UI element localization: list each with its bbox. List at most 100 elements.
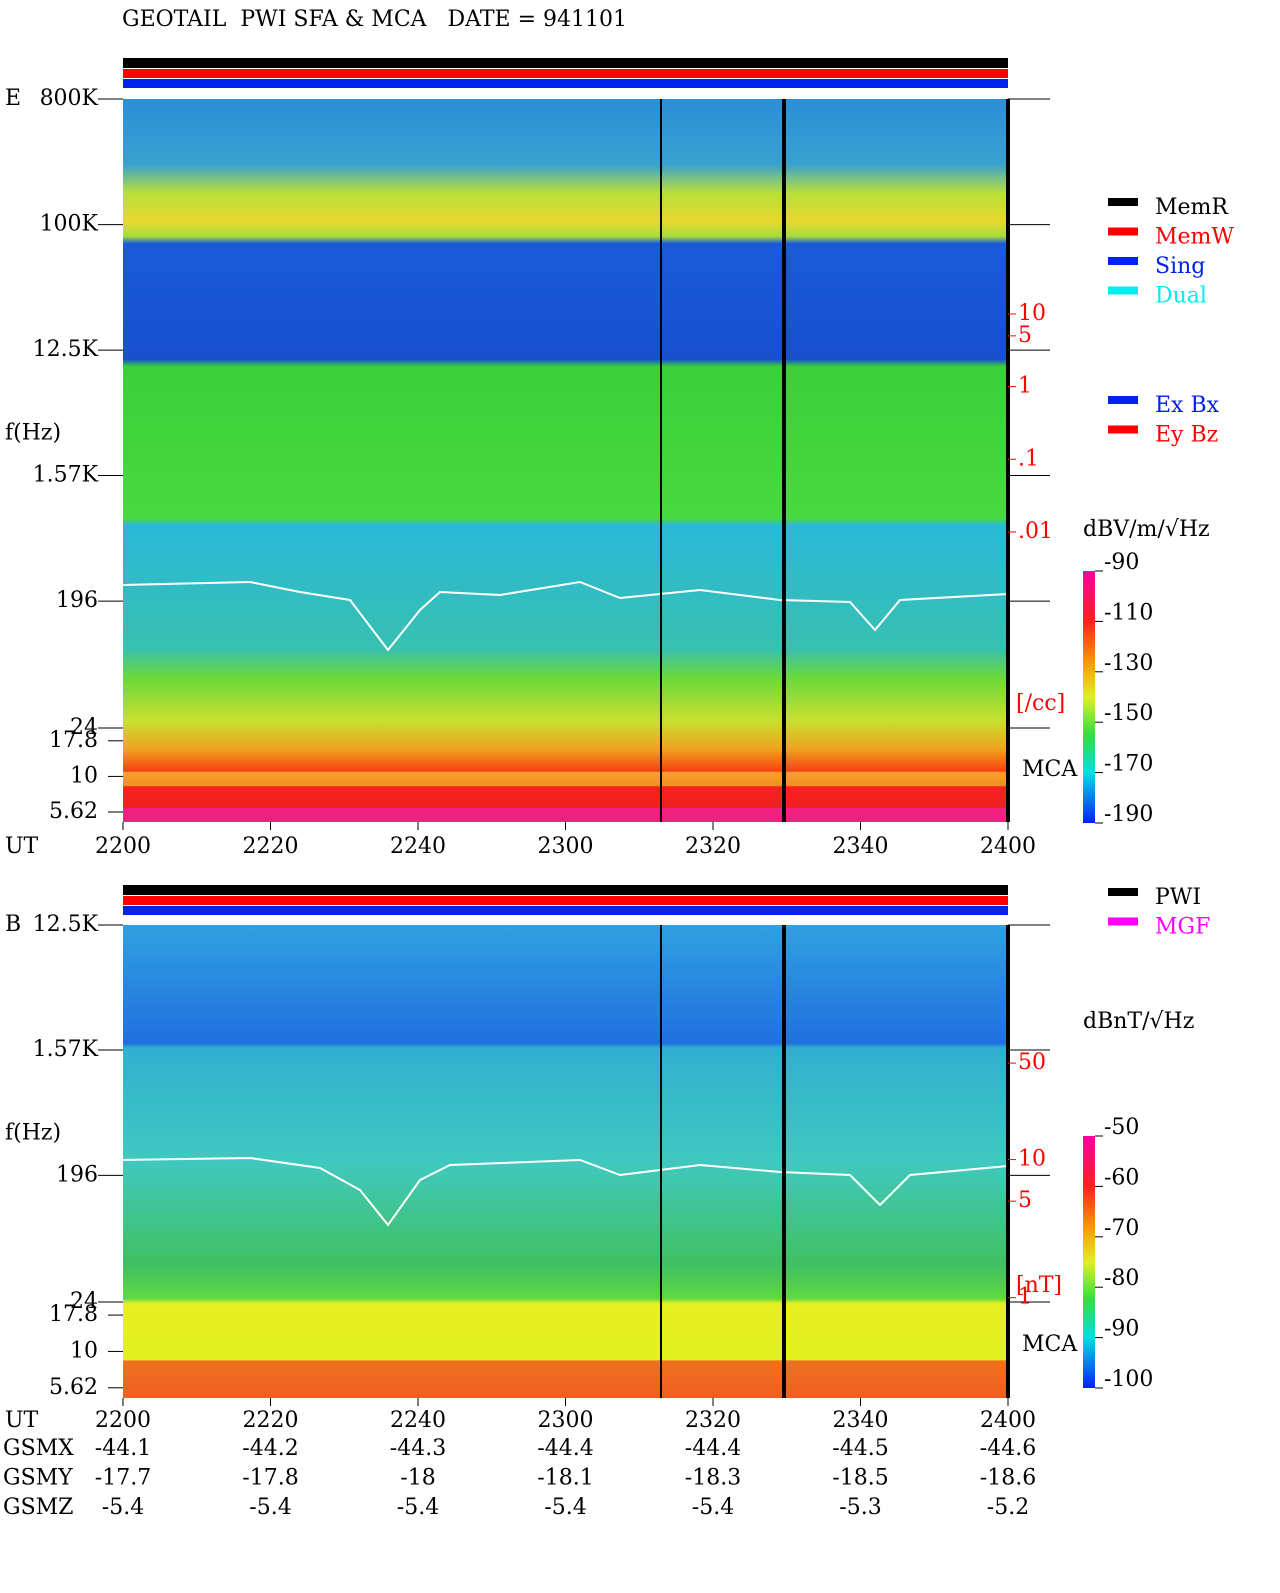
y-tick-label: 1.57K xyxy=(33,1037,99,1062)
legend-swatch xyxy=(1108,425,1138,434)
orbit-value: -5.2 xyxy=(987,1495,1029,1520)
y2-tick-label: .1 xyxy=(1018,446,1039,471)
colorbar-tick-label: -80 xyxy=(1104,1266,1139,1291)
orbit-label: GSMY xyxy=(3,1466,73,1491)
y-tick-label: 100K xyxy=(40,212,99,237)
x-tick-label: 2320 xyxy=(685,1408,741,1433)
y2-tick-label: 5 xyxy=(1018,323,1032,348)
orbit-value: -44.4 xyxy=(685,1436,741,1461)
orbit-value: -44.4 xyxy=(537,1436,593,1461)
spectrogram-e xyxy=(123,99,1008,822)
y-axis-label: f(Hz) xyxy=(5,421,61,446)
y-tick-label: 196 xyxy=(56,588,98,613)
y2-tick-label: 50 xyxy=(1018,1050,1046,1075)
y2-axis-label: [nT] xyxy=(1016,1273,1062,1298)
x-tick-label: 2340 xyxy=(833,834,889,859)
orbit-value: -18.1 xyxy=(537,1466,593,1491)
x-tick-label: 2200 xyxy=(95,1408,151,1433)
status-bar xyxy=(123,69,1008,78)
orbit-value: -5.4 xyxy=(544,1495,586,1520)
status-bar xyxy=(123,906,1008,915)
colorbar-tick-label: -50 xyxy=(1104,1115,1139,1140)
orbit-value: -18.5 xyxy=(832,1466,888,1491)
legend-label: Dual xyxy=(1155,284,1207,309)
orbit-value: -44.3 xyxy=(390,1436,446,1461)
colorbar-tick-label: -110 xyxy=(1104,600,1153,625)
x-tick-label: 2300 xyxy=(538,1408,594,1433)
orbit-value: -44.2 xyxy=(242,1436,298,1461)
mca-tick-label: 17.8 xyxy=(49,728,98,753)
status-bar xyxy=(123,896,1008,905)
legend-label: PWI xyxy=(1155,885,1201,910)
y-tick-label: 800K xyxy=(40,86,99,111)
legend-label: Ex Bx xyxy=(1155,393,1220,418)
y-tick-label: 12.5K xyxy=(33,912,99,937)
orbit-value: -5.4 xyxy=(692,1495,734,1520)
mca-label: MCA xyxy=(1022,1332,1078,1357)
y2-tick-label: .01 xyxy=(1018,519,1053,544)
x-tick-label: 2240 xyxy=(390,1408,446,1433)
orbit-value: -18.3 xyxy=(685,1466,741,1491)
legend-label: MemW xyxy=(1155,225,1234,250)
colorbar-label: dBV/m/√Hz xyxy=(1083,517,1210,542)
colorbar-tick-label: -60 xyxy=(1104,1165,1139,1190)
x-tick-label: 2320 xyxy=(685,834,741,859)
legend-label: MGF xyxy=(1155,915,1210,940)
legend-swatch xyxy=(1108,257,1138,265)
legend-swatch xyxy=(1108,286,1138,295)
x-tick-label: 2220 xyxy=(243,834,299,859)
colorbar xyxy=(1083,1136,1095,1388)
mca-label: MCA xyxy=(1022,757,1078,782)
x-tick-label: 2220 xyxy=(243,1408,299,1433)
colorbar xyxy=(1083,571,1095,823)
y-tick-label: 24 xyxy=(70,715,98,740)
orbit-value: -44.1 xyxy=(95,1436,151,1461)
legend-swatch xyxy=(1108,198,1138,206)
orbit-label: GSMX xyxy=(3,1436,74,1461)
legend-swatch xyxy=(1108,227,1138,236)
y2-axis-label: [/cc] xyxy=(1016,691,1065,716)
status-bar xyxy=(123,79,1008,88)
field-trace xyxy=(122,1156,1009,1227)
legend-label: Sing xyxy=(1155,254,1205,279)
y2-tick-label: 1 xyxy=(1018,374,1032,399)
x-tick-label: 2400 xyxy=(980,834,1036,859)
x-tick-label: 2400 xyxy=(980,1408,1036,1433)
y2-tick-label: 5 xyxy=(1018,1188,1032,1213)
orbit-value: -5.4 xyxy=(102,1495,144,1520)
x-axis-label: UT xyxy=(5,1408,39,1433)
colorbar-label: dBnT/√Hz xyxy=(1083,1009,1194,1034)
orbit-value: -18.6 xyxy=(980,1466,1036,1491)
orbit-value: -5.3 xyxy=(839,1495,881,1520)
y2-tick-label: 10 xyxy=(1018,301,1046,326)
legend-swatch xyxy=(1108,917,1138,926)
mca-tick-label: 10 xyxy=(70,763,98,788)
title: GEOTAIL PWI SFA & MCA DATE = 941101 xyxy=(122,7,627,32)
x-tick-label: 2300 xyxy=(538,834,594,859)
y2-tick-label: 10 xyxy=(1018,1147,1046,1172)
colorbar-tick-label: -170 xyxy=(1104,752,1153,777)
legend-swatch xyxy=(1108,396,1138,404)
y-tick-label: 1.57K xyxy=(33,462,99,487)
mca-tick-label: 5.62 xyxy=(49,1375,98,1400)
orbit-value: -5.4 xyxy=(397,1495,439,1520)
mca-tick-label: 5.62 xyxy=(49,799,98,824)
colorbar-tick-label: -90 xyxy=(1104,1317,1139,1342)
panel-label: B xyxy=(5,912,21,937)
y-tick-label: 24 xyxy=(70,1289,98,1314)
colorbar-tick-label: -70 xyxy=(1104,1216,1139,1241)
orbit-label: GSMZ xyxy=(3,1495,73,1520)
orbit-value: -44.5 xyxy=(832,1436,888,1461)
orbit-value: -5.4 xyxy=(249,1495,291,1520)
status-bar xyxy=(123,58,1008,68)
y-tick-label: 196 xyxy=(56,1162,98,1187)
colorbar-tick-label: -100 xyxy=(1104,1367,1153,1392)
orbit-value: -18 xyxy=(400,1466,435,1491)
legend-label: Ey Bz xyxy=(1155,423,1218,448)
status-bar xyxy=(123,885,1008,895)
colorbar-tick-label: -130 xyxy=(1104,651,1153,676)
y-axis-label: f(Hz) xyxy=(5,1121,61,1146)
x-tick-label: 2340 xyxy=(833,1408,889,1433)
